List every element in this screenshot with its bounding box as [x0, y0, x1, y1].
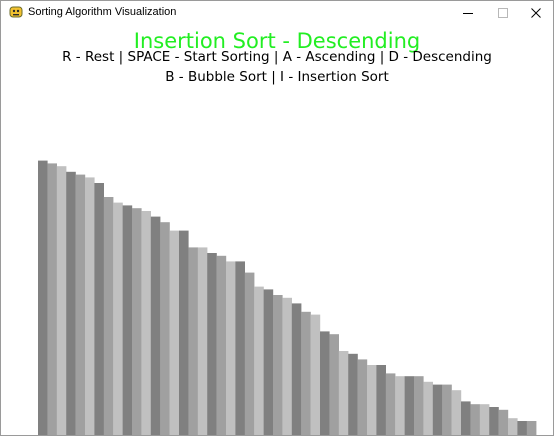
- bar-19: [216, 255, 227, 435]
- bar-32: [338, 351, 349, 435]
- controls-help-line-1: R - Rest | SPACE - Start Sorting | A - A…: [62, 49, 492, 65]
- maximize-icon: [498, 7, 508, 18]
- bar-46: [470, 404, 480, 435]
- bar-4: [75, 174, 86, 435]
- title-bar[interactable]: Sorting Algorithm Visualization: [1, 1, 553, 24]
- bar-12: [150, 216, 161, 435]
- bar-43: [442, 384, 452, 435]
- bar-33: [348, 353, 358, 435]
- bar-50: [508, 418, 518, 435]
- bar-13: [160, 222, 170, 435]
- visualization-canvas[interactable]: Insertion Sort - Descending R - Rest | S…: [1, 24, 553, 435]
- bar-27: [291, 303, 302, 435]
- bar-5: [85, 177, 95, 435]
- close-icon: [531, 7, 541, 18]
- maximize-button[interactable]: [486, 1, 520, 24]
- bar-45: [461, 401, 471, 435]
- minimize-button[interactable]: [451, 1, 485, 24]
- bar-38: [395, 376, 405, 435]
- bar-28: [301, 311, 311, 435]
- bar-37: [385, 373, 396, 435]
- close-button[interactable]: [519, 1, 553, 24]
- bar-52: [526, 421, 537, 435]
- controls-help-line-2: B - Bubble Sort | I - Insertion Sort: [165, 69, 389, 85]
- bar-42: [432, 384, 443, 435]
- bar-7: [103, 197, 114, 435]
- bar-14: [169, 230, 180, 435]
- bar-8: [113, 202, 123, 435]
- bar-31: [329, 334, 339, 435]
- bar-17: [197, 247, 208, 435]
- bar-35: [367, 365, 377, 435]
- bar-0: [38, 160, 48, 435]
- bar-48: [489, 407, 499, 435]
- bar-34: [357, 359, 368, 435]
- bar-22: [244, 272, 255, 435]
- bar-40: [414, 376, 424, 435]
- bar-9: [122, 205, 133, 435]
- bar-26: [282, 297, 292, 435]
- bar-44: [451, 390, 462, 435]
- bar-3: [66, 171, 76, 435]
- app-icon: [9, 6, 23, 18]
- bar-30: [320, 331, 330, 435]
- window-title: Sorting Algorithm Visualization: [28, 6, 177, 18]
- bar-49: [498, 409, 509, 435]
- bar-20: [226, 261, 236, 435]
- bar-2: [56, 166, 67, 435]
- bar-41: [423, 381, 433, 435]
- bar-11: [141, 211, 151, 435]
- bar-10: [132, 208, 142, 435]
- minimize-icon: [463, 12, 473, 14]
- bar-21: [235, 261, 245, 435]
- bar-39: [404, 376, 415, 435]
- bar-25: [273, 295, 283, 435]
- bar-24: [263, 289, 274, 435]
- bar-18: [207, 253, 217, 435]
- bars-chart: [38, 160, 537, 435]
- bar-23: [254, 286, 264, 435]
- bar-1: [47, 163, 57, 435]
- bar-36: [376, 365, 386, 435]
- algorithm-title: Insertion Sort - Descending: [133, 29, 421, 53]
- bar-51: [517, 421, 527, 435]
- bar-29: [310, 314, 321, 435]
- bar-47: [479, 404, 490, 435]
- bar-15: [179, 230, 189, 435]
- bar-16: [188, 247, 198, 435]
- bar-6: [94, 183, 104, 435]
